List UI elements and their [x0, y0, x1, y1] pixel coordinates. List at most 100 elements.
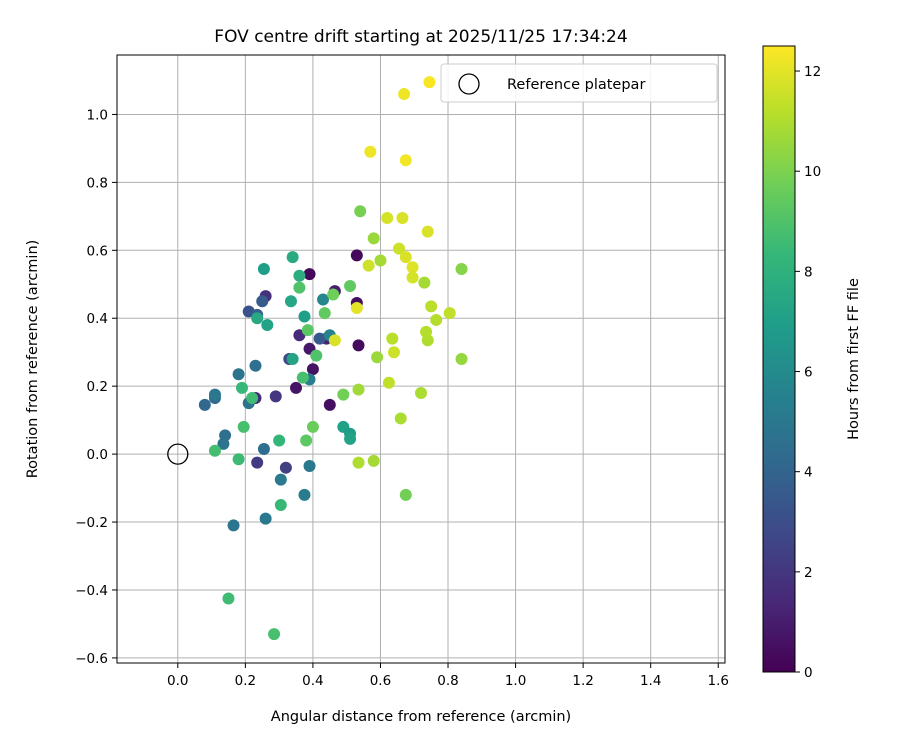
scatter-point: [261, 319, 274, 332]
scatter-point: [354, 205, 367, 218]
scatter-point: [274, 499, 287, 512]
scatter-point: [415, 386, 427, 399]
scatter-point: [337, 388, 350, 401]
colorbar-tick-label: 8: [804, 264, 813, 280]
y-tick-label: 0.0: [87, 447, 108, 463]
scatter-point: [362, 259, 375, 272]
scatter-point: [418, 276, 431, 289]
scatter-point: [396, 212, 409, 225]
scatter-point: [286, 251, 299, 264]
scatter-point: [421, 225, 434, 238]
scatter-point: [249, 359, 262, 372]
x-tick-label: 0.2: [235, 673, 256, 689]
y-tick-label: 0.8: [87, 175, 108, 191]
scatter-point: [317, 293, 330, 306]
scatter-point: [286, 353, 299, 365]
scatter-point: [310, 349, 323, 362]
scatter-point: [268, 628, 281, 641]
scatter-point: [381, 212, 394, 225]
scatter-point: [306, 363, 319, 376]
scatter-point: [394, 412, 407, 425]
axes-frame: [116, 54, 726, 664]
colorbar-label: Hours from first FF file: [846, 278, 862, 440]
scatter-point: [367, 232, 380, 245]
scatter-point: [279, 461, 292, 474]
y-tick-label: −0.4: [75, 583, 108, 599]
y-axis-label: Rotation from reference (arcmin): [25, 240, 41, 479]
scatter-point: [323, 398, 336, 411]
scatter-point: [443, 307, 456, 320]
y-tick-label: −0.6: [75, 651, 108, 667]
scatter-point: [425, 300, 438, 313]
colorbar-gradient: [762, 45, 796, 673]
scatter-point: [374, 254, 387, 267]
scatter-point: [386, 332, 399, 345]
scatter-point: [237, 420, 250, 433]
scatter-point: [298, 488, 311, 501]
scatter-point: [327, 288, 340, 301]
scatter-point: [352, 383, 365, 396]
legend-entry-label: Reference platepar: [507, 77, 645, 93]
scatter-point: [350, 249, 363, 262]
scatter-point: [352, 339, 365, 352]
colorbar-tick-label: 2: [804, 565, 813, 581]
scatter-point: [406, 261, 419, 274]
plot-area: 0.0 0.2 0.4 0.6 0.8 1.0 1.2 1.4 1.6 −0.6 −0.4 −0.2 0…: [75, 54, 729, 689]
chart-title: FOV centre drift starting at 2025/11/25 …: [214, 27, 627, 47]
scatter-point: [399, 251, 412, 264]
scatter-point: [301, 324, 314, 337]
scatter-point: [246, 392, 259, 405]
x-tick-label: 0.4: [302, 673, 323, 689]
scatter-point: [273, 434, 286, 447]
scatter-point: [198, 398, 211, 411]
scatter-point: [251, 456, 264, 469]
x-tick-label: 1.4: [640, 673, 661, 689]
colorbar: 0 2 4 6 8 10 12: [762, 45, 821, 681]
scatter-point: [371, 351, 384, 364]
reference-platepar-point: [167, 443, 189, 465]
scatter-point: [399, 488, 412, 501]
scatter-point: [393, 242, 406, 255]
scatter-point: [455, 262, 468, 275]
y-tick-label: 0.6: [87, 243, 108, 259]
scatter-point: [227, 519, 240, 532]
scatter-point: [423, 76, 436, 89]
scatter-point: [208, 388, 221, 401]
scatter-point: [420, 325, 433, 338]
colorbar-tick-label: 0: [804, 665, 813, 681]
scatter-point: [251, 312, 264, 325]
scatter-points: [198, 76, 468, 641]
scatter-point: [352, 456, 365, 469]
scatter-point: [455, 353, 468, 365]
scatter-point: [313, 332, 326, 345]
y-tick-label: 0.2: [87, 379, 108, 395]
colorbar-tick-label: 6: [804, 365, 813, 381]
scatter-point: [284, 295, 297, 308]
x-tick-label: 1.6: [708, 673, 729, 689]
y-tick-label: −0.2: [75, 515, 108, 531]
scatter-point: [344, 279, 357, 292]
x-tick-label: 1.2: [572, 673, 593, 689]
y-tick-label: 0.4: [87, 311, 108, 327]
colorbar-tick-label: 10: [804, 164, 821, 180]
x-tick-label: 1.0: [505, 673, 526, 689]
legend-box: [440, 63, 718, 103]
scatter-point: [256, 295, 269, 308]
scatter-point: [296, 371, 309, 384]
scatter-point: [406, 271, 419, 284]
scatter-point: [293, 281, 306, 294]
scatter-point: [399, 154, 412, 167]
scatter-point: [350, 302, 363, 315]
scatter-point: [344, 432, 357, 445]
scatter-point: [269, 390, 282, 403]
scatter-point: [232, 453, 245, 466]
scatter-point: [208, 444, 221, 457]
scatter-point: [328, 334, 341, 347]
scatter-point: [318, 307, 331, 320]
x-tick-label: 0.8: [437, 673, 458, 689]
scatter-point: [430, 313, 443, 326]
scatter-point: [367, 454, 380, 467]
colorbar-tick-label: 12: [804, 64, 821, 80]
scatter-point: [293, 269, 306, 282]
legend: Reference platepar: [440, 63, 718, 103]
